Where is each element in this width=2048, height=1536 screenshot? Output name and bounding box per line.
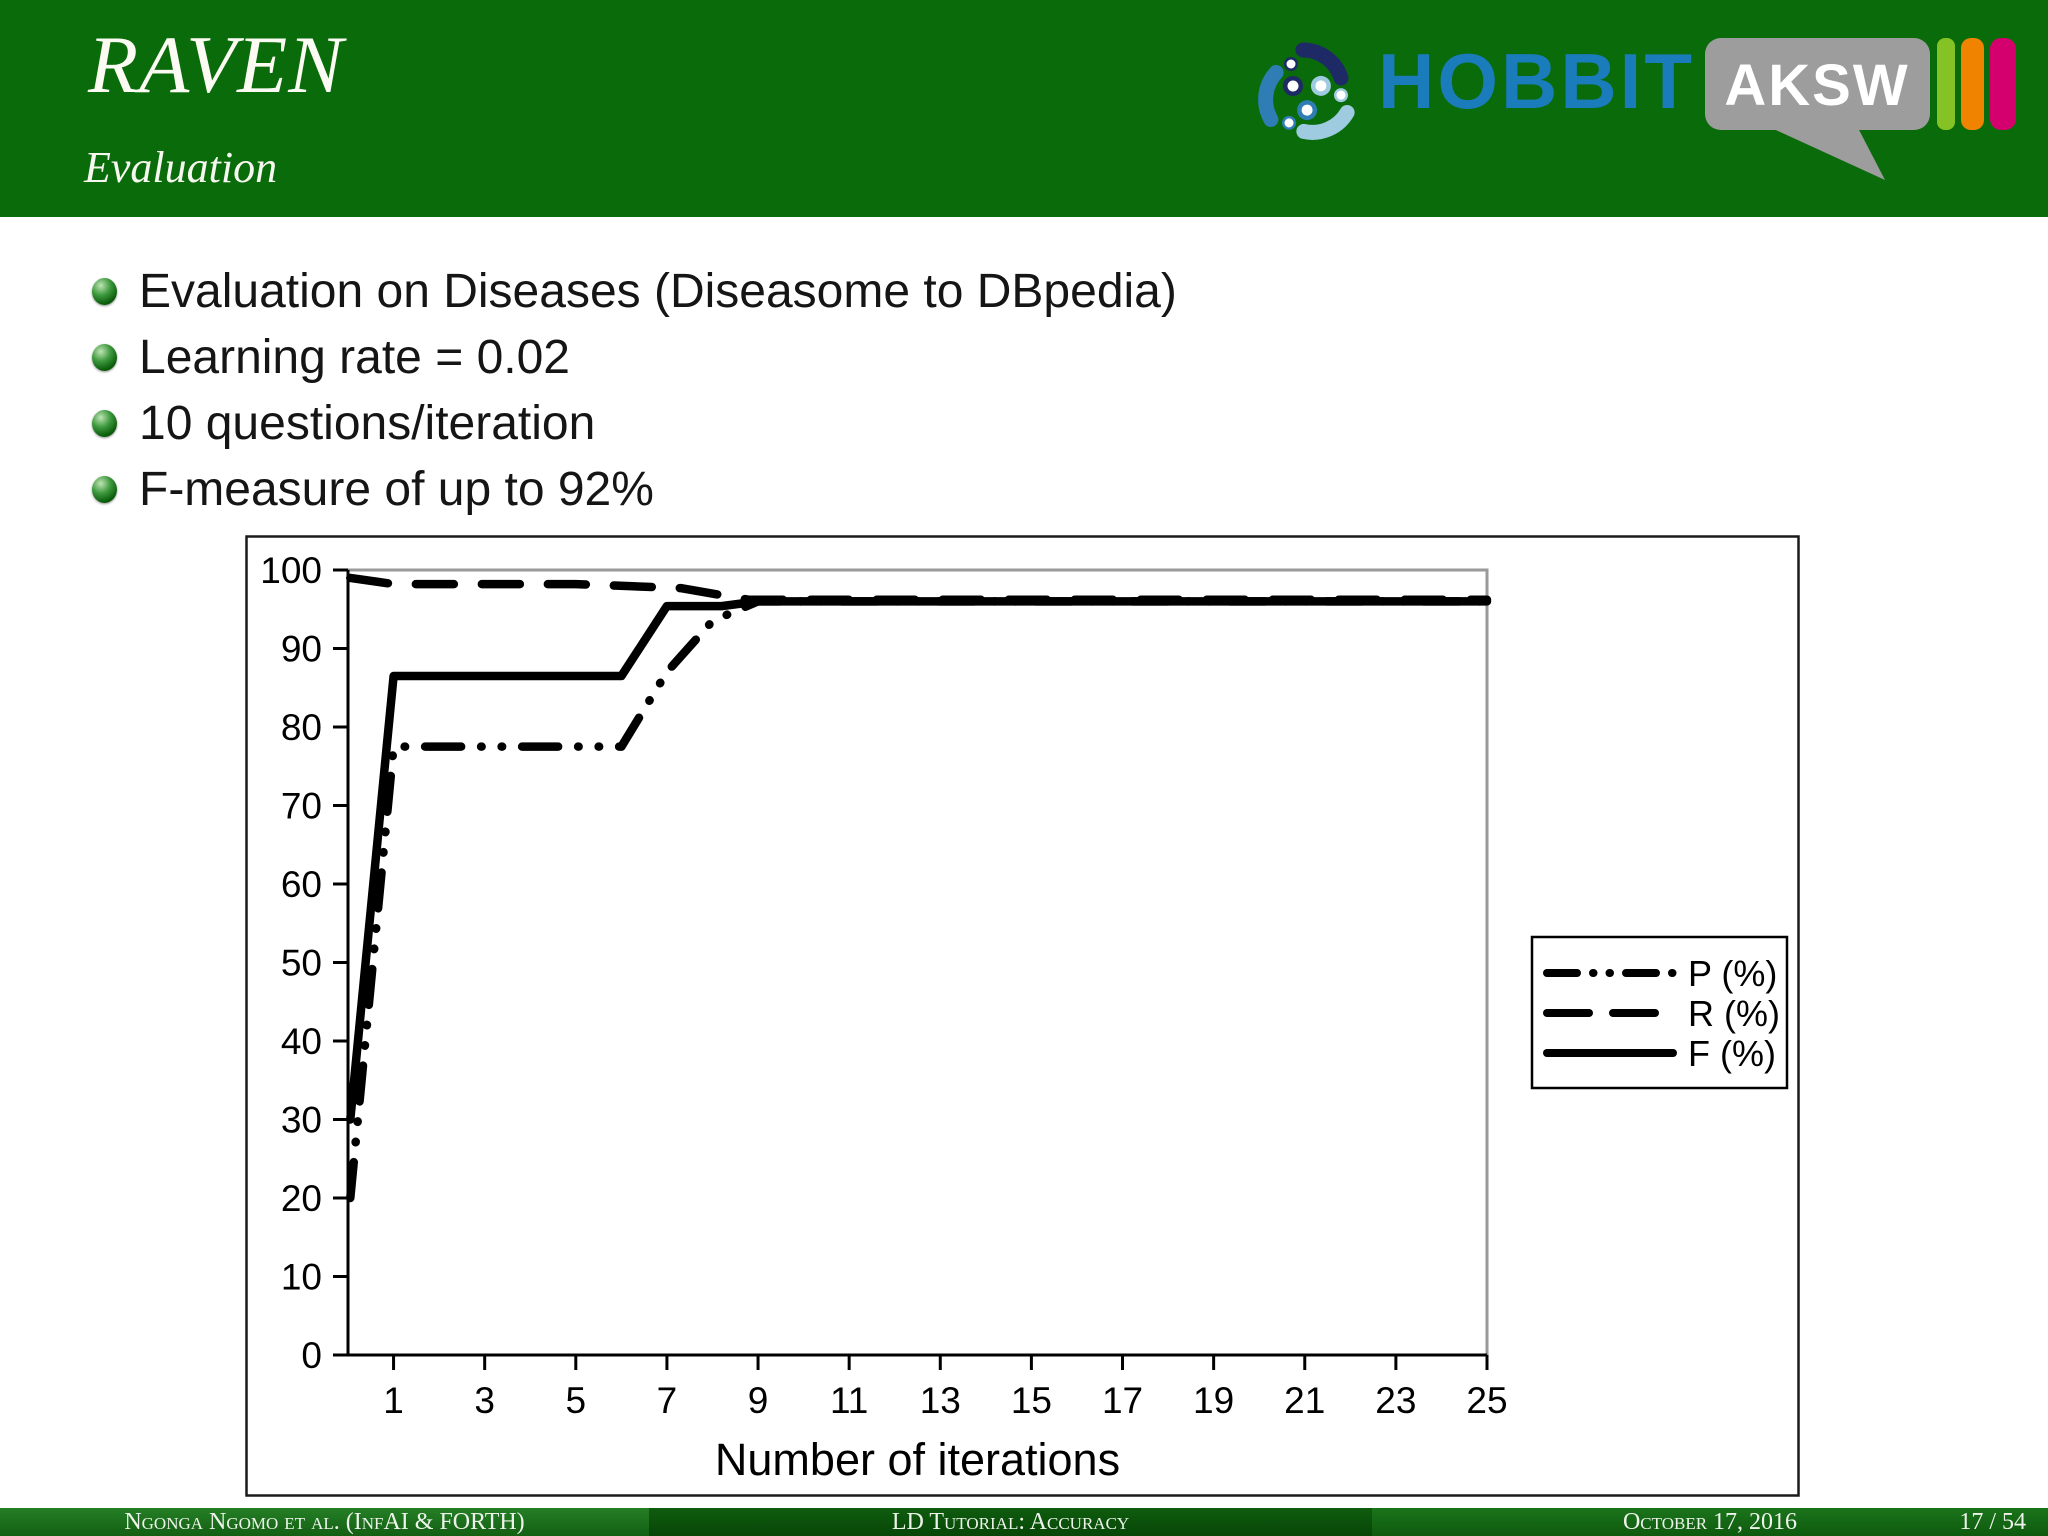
svg-text:40: 40 — [281, 1021, 322, 1062]
bullet-text: Learning rate = 0.02 — [139, 330, 570, 384]
hobbit-logo-text: HOBBIT — [1378, 37, 1695, 125]
footer-bar: Ngonga Ngomo et al. (InfAI & FORTH) LD T… — [0, 1508, 2048, 1536]
svg-text:Number of iterations: Number of iterations — [715, 1434, 1120, 1485]
svg-text:10: 10 — [281, 1257, 322, 1298]
list-item: Evaluation on Diseases (Diseasome to DBp… — [92, 258, 1177, 324]
svg-text:17: 17 — [1102, 1380, 1143, 1421]
page-title: RAVEN — [88, 19, 344, 110]
list-item: 10 questions/iteration — [92, 390, 1177, 456]
svg-text:F (%): F (%) — [1688, 1033, 1776, 1074]
svg-text:15: 15 — [1011, 1380, 1052, 1421]
svg-text:P (%): P (%) — [1688, 953, 1777, 994]
svg-text:25: 25 — [1466, 1380, 1507, 1421]
bullet-ball-icon — [92, 475, 117, 503]
svg-text:3: 3 — [474, 1380, 495, 1421]
svg-text:5: 5 — [566, 1380, 587, 1421]
svg-text:50: 50 — [281, 943, 322, 984]
svg-text:30: 30 — [281, 1100, 322, 1141]
svg-text:11: 11 — [830, 1380, 868, 1421]
bullet-text: 10 questions/iteration — [139, 396, 596, 450]
aksw-logo: AKSW — [1705, 38, 2016, 180]
bullet-ball-icon — [92, 277, 117, 305]
hobbit-logo-icon — [1258, 42, 1355, 140]
svg-text:90: 90 — [281, 629, 322, 670]
list-item: F-measure of up to 92% — [92, 456, 1177, 522]
footer-authors: Ngonga Ngomo et al. (InfAI & FORTH) — [0, 1508, 649, 1536]
page-subtitle: Evaluation — [84, 143, 278, 192]
bullet-ball-icon — [92, 343, 117, 371]
svg-text:60: 60 — [281, 864, 322, 905]
list-item: Learning rate = 0.02 — [92, 324, 1177, 390]
slide-header: RAVEN Evaluation — [0, 0, 2048, 217]
footer-date-page: October 17, 2016 17 / 54 — [1372, 1508, 2048, 1536]
svg-text:23: 23 — [1375, 1380, 1416, 1421]
svg-text:20: 20 — [281, 1178, 322, 1219]
svg-text:R (%): R (%) — [1688, 993, 1780, 1034]
svg-text:80: 80 — [281, 707, 322, 748]
svg-text:19: 19 — [1193, 1380, 1234, 1421]
svg-text:7: 7 — [657, 1380, 678, 1421]
footer-page-number: 17 / 54 — [1959, 1508, 2026, 1535]
footer-title: LD Tutorial: Accuracy — [649, 1508, 1372, 1536]
bullet-ball-icon — [92, 409, 117, 437]
bullet-text: Evaluation on Diseases (Diseasome to DBp… — [139, 264, 1177, 318]
svg-text:70: 70 — [281, 786, 322, 827]
footer-date: October 17, 2016 — [1622, 1508, 1798, 1535]
svg-text:1: 1 — [383, 1380, 404, 1421]
bullet-text: F-measure of up to 92% — [139, 462, 654, 516]
bullet-list: Evaluation on Diseases (Diseasome to DBp… — [92, 258, 1177, 522]
svg-text:0: 0 — [301, 1335, 322, 1376]
svg-text:9: 9 — [748, 1380, 769, 1421]
aksw-logo-text: AKSW — [1724, 53, 1909, 118]
svg-text:100: 100 — [260, 550, 322, 591]
svg-text:13: 13 — [920, 1380, 961, 1421]
svg-text:21: 21 — [1284, 1380, 1325, 1421]
